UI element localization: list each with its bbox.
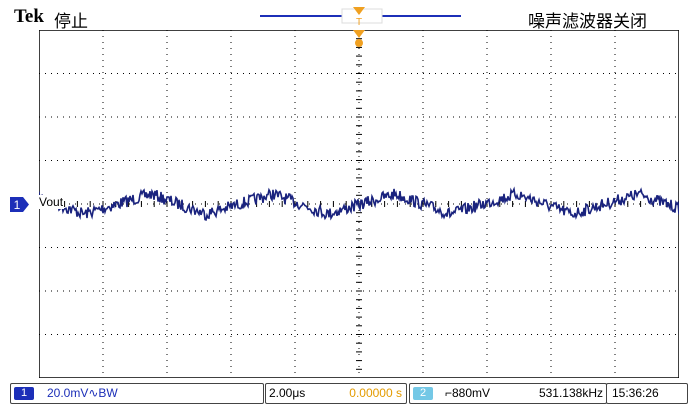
trigger-position-icon <box>353 7 365 15</box>
trigger-frequency: 531.138kHz <box>538 386 603 400</box>
trigger-readout[interactable]: 2 ⌐880mV 531.138kHz <box>409 383 607 404</box>
trigger-position-label: T <box>356 17 362 28</box>
channel1-trace <box>39 186 679 221</box>
trigger-position-bar: T <box>260 7 461 28</box>
trigger-source-badge: 2 <box>413 387 433 400</box>
timebase-readout[interactable]: 2.00μs 0.00000 s <box>265 383 407 404</box>
trigger-arrow-icon <box>353 30 365 38</box>
trigger-marker <box>353 30 365 47</box>
horizontal-position: 0.00000 s <box>349 386 402 400</box>
status-bar: Tek 停止 T 噪声滤波器关闭 <box>0 0 699 31</box>
trigger-level: ⌐880mV <box>445 386 491 400</box>
brand-logo: Tek <box>14 6 44 27</box>
channel1-scale: 20.0mV∿BW <box>47 386 118 400</box>
noise-filter-status: 噪声滤波器关闭 <box>528 12 647 31</box>
svg-text:1: 1 <box>14 198 21 212</box>
channel1-ground-marker[interactable]: 1 <box>10 196 30 213</box>
channel1-badge: 1 <box>14 387 34 400</box>
channel1-trace-label: Vout <box>38 195 65 209</box>
acquisition-status: 停止 <box>54 12 88 31</box>
settings-bar: 1 20.0mV∿BW 2.00μs 0.00000 s 2 ⌐880mV 53… <box>0 379 699 408</box>
clock-readout: 15:36:26 <box>606 383 688 404</box>
clock-time: 15:36:26 <box>612 386 659 400</box>
channel1-readout[interactable]: 1 20.0mV∿BW <box>10 383 264 404</box>
waveform-display <box>39 30 679 378</box>
timebase-scale: 2.00μs <box>269 386 306 400</box>
